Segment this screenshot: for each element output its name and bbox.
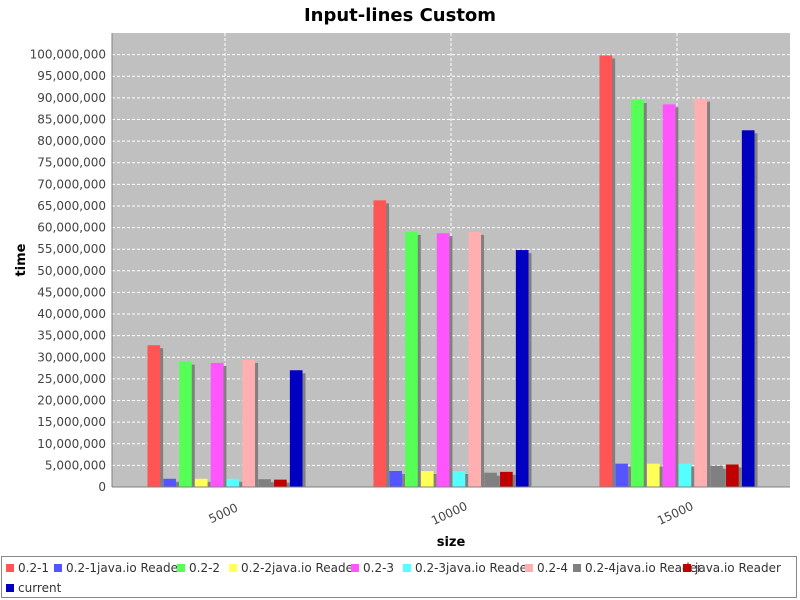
legend-item: 0.2-1java.io Reader xyxy=(54,561,183,575)
legend-item: 0.2-2 xyxy=(177,561,220,575)
bar-0.2-4 xyxy=(242,359,256,487)
legend-swatch xyxy=(54,564,62,572)
bar-0.2-2 xyxy=(405,231,418,487)
bar-current xyxy=(515,250,529,487)
legend-item: current xyxy=(6,581,61,595)
y-tick-label: 5,000,000 xyxy=(45,458,106,472)
bar-0.2-1java.io Reader xyxy=(389,471,402,487)
legend-swatch xyxy=(403,564,411,572)
legend-item: 0.2-3 xyxy=(351,561,394,575)
plot-area: 0 5,000,000 10,000,000 15,000,000 20,000,000… xyxy=(30,33,790,528)
bar-0.2-3 xyxy=(662,104,676,487)
chart-title: Input-lines Custom xyxy=(304,5,496,26)
bar-0.2-2java.io Reader xyxy=(194,478,208,487)
bar-0.2-1 xyxy=(599,55,613,487)
y-tick-label: 100,000,000 xyxy=(30,48,106,62)
y-tick-label: 55,000,000 xyxy=(37,242,106,256)
legend-item: 0.2-2java.io Reader xyxy=(229,561,358,575)
y-tick-label: 65,000,000 xyxy=(37,199,106,213)
y-tick-label: 45,000,000 xyxy=(37,285,106,299)
x-tick-label: 5000 xyxy=(207,501,241,527)
y-tick-label: 70,000,000 xyxy=(37,177,106,191)
y-tick-label: 15,000,000 xyxy=(37,415,106,429)
legend-swatch xyxy=(525,564,533,572)
legend-label: 0.2-4 xyxy=(537,561,569,575)
y-tick-label: 95,000,000 xyxy=(37,69,106,83)
legend-item: 0.2-4java.io Reader xyxy=(573,561,702,575)
bar-0.2-2java.io Reader xyxy=(420,471,434,487)
bar-0.2-2 xyxy=(631,100,644,488)
y-axis-title: time xyxy=(14,243,29,276)
bar-current xyxy=(289,370,303,487)
y-tick-label: 40,000,000 xyxy=(37,307,106,321)
y-tick-label: 90,000,000 xyxy=(37,91,106,105)
bar-0.2-4java.io Reader xyxy=(258,479,271,487)
bar-0.2-3java.io Reader xyxy=(452,471,466,487)
legend-swatch xyxy=(573,564,581,572)
bar-0.2-3 xyxy=(210,362,224,487)
bar-java.io Reader xyxy=(726,464,739,487)
bar-0.2-3java.io Reader xyxy=(226,478,240,487)
y-tick-label: 85,000,000 xyxy=(37,112,106,126)
legend-label: 0.2-1java.io Reader xyxy=(66,561,183,575)
legend-label: 0.2-3 xyxy=(363,561,395,575)
legend-swatch xyxy=(177,564,185,572)
bar-java.io Reader xyxy=(500,471,513,487)
bar-0.2-1 xyxy=(147,345,161,487)
y-tick-label: 50,000,000 xyxy=(37,264,106,278)
y-tick-label: 0 xyxy=(98,480,106,494)
legend-swatch xyxy=(6,564,14,572)
bar-0.2-4java.io Reader xyxy=(484,472,497,487)
legend-swatch xyxy=(6,584,14,592)
chart: Input-lines Custom 0 5,000,000 10,000,000 1… xyxy=(14,5,790,550)
bar-0.2-3java.io Reader xyxy=(678,463,692,487)
y-tick-label: 80,000,000 xyxy=(37,134,106,148)
legend-swatch xyxy=(351,564,359,572)
legend-item: 0.2-3java.io Reader xyxy=(403,561,532,575)
legend-item: 0.2-4 xyxy=(525,561,568,575)
legend-label: 0.2-2 xyxy=(189,561,221,575)
legend-label: 0.2-4java.io Reader xyxy=(585,561,702,575)
legend-label: 0.2-3java.io Reader xyxy=(415,561,532,575)
bar-0.2-1java.io Reader xyxy=(163,478,176,487)
bar-0.2-2java.io Reader xyxy=(646,463,660,487)
y-tick-label: 60,000,000 xyxy=(37,221,106,235)
y-tick-label: 30,000,000 xyxy=(37,350,106,364)
legend-label: 0.2-1 xyxy=(18,561,50,575)
y-tick-label: 75,000,000 xyxy=(37,156,106,170)
bar-current xyxy=(741,130,755,488)
bar-0.2-4java.io Reader xyxy=(710,465,723,487)
x-axis-title: size xyxy=(437,535,466,550)
y-tick-label: 10,000,000 xyxy=(37,437,106,451)
y-tick-label: 35,000,000 xyxy=(37,329,106,343)
bar-0.2-2 xyxy=(179,361,192,487)
legend-label: 0.2-2java.io Reader xyxy=(241,561,358,575)
bar-0.2-3 xyxy=(436,233,450,487)
bar-0.2-1java.io Reader xyxy=(615,463,628,487)
bar-java.io Reader xyxy=(274,479,287,487)
legend-item: java.io Reader xyxy=(683,561,781,575)
bar-0.2-4 xyxy=(468,231,482,487)
x-tick-label: 15000 xyxy=(655,499,696,528)
legend-label: current xyxy=(18,581,62,595)
bar-0.2-1 xyxy=(373,200,387,487)
bar-0.2-4 xyxy=(694,98,708,488)
legend-swatch xyxy=(683,564,691,572)
y-tick-label: 25,000,000 xyxy=(37,372,106,386)
y-tick-label: 20,000,000 xyxy=(37,394,106,408)
legend-item: 0.2-1 xyxy=(6,561,49,575)
legend-label: java.io Reader xyxy=(695,561,781,575)
legend-swatch xyxy=(229,564,237,572)
legend: 0.2-1 0.2-1java.io Reader 0.2-2 0.2-2java.i… xyxy=(1,556,797,598)
x-tick-label: 10000 xyxy=(429,499,470,528)
